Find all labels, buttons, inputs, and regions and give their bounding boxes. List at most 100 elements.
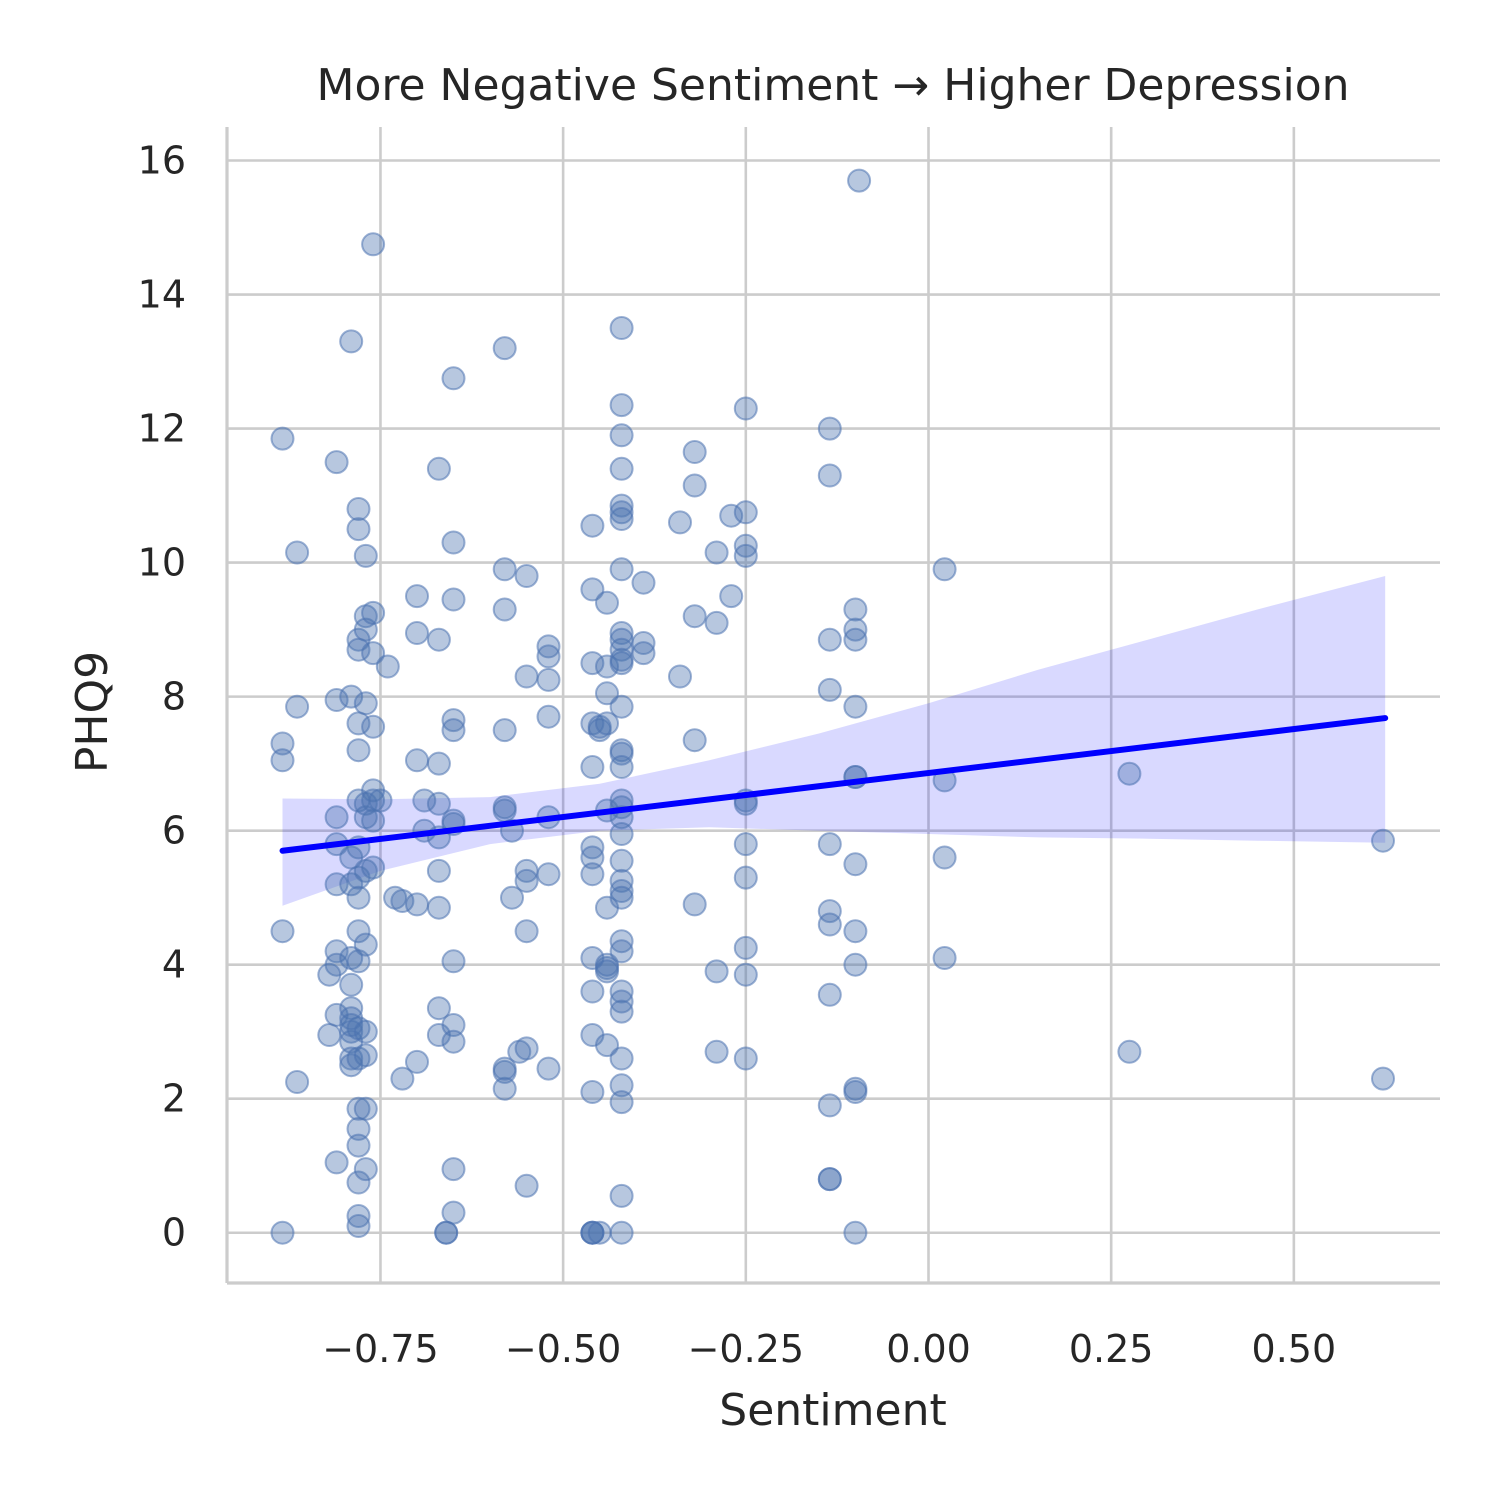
data-point xyxy=(339,972,364,997)
data-point xyxy=(668,664,692,689)
regression-line xyxy=(279,715,1389,854)
data-point xyxy=(580,845,605,870)
data-point xyxy=(682,892,707,917)
data-point xyxy=(492,597,517,622)
data-point xyxy=(361,714,386,739)
data-point xyxy=(317,1023,342,1047)
data-point xyxy=(441,1029,466,1054)
data-point xyxy=(390,1066,415,1091)
data-point xyxy=(441,949,466,974)
data-point xyxy=(609,848,634,873)
data-point xyxy=(426,627,451,652)
chart-title: More Negative Sentiment → Higher Depress… xyxy=(316,60,1349,111)
data-point xyxy=(353,1043,378,1068)
data-point xyxy=(847,168,872,193)
data-point xyxy=(631,641,656,666)
data-point xyxy=(609,885,634,910)
y-tick-label: 16 xyxy=(138,139,186,183)
y-tick-label: 0 xyxy=(162,1211,186,1255)
data-point xyxy=(353,543,378,568)
data-point xyxy=(441,1013,466,1037)
data-point xyxy=(719,503,744,528)
data-point xyxy=(595,1033,619,1058)
data-point xyxy=(353,1096,378,1121)
data-point xyxy=(426,996,451,1021)
data-point xyxy=(353,691,378,716)
data-point xyxy=(843,852,868,877)
grid-lines xyxy=(227,127,1440,1283)
data-point xyxy=(609,999,634,1024)
data-point xyxy=(270,919,295,944)
data-point xyxy=(492,557,517,582)
data-point xyxy=(609,755,634,779)
data-point xyxy=(405,1049,429,1074)
data-point xyxy=(843,919,868,944)
y-axis-label: PHQ9 xyxy=(67,651,118,773)
data-point xyxy=(733,865,758,890)
data-point xyxy=(514,919,539,944)
data-point xyxy=(733,1046,758,1071)
data-point xyxy=(441,718,466,743)
regression-line-layer xyxy=(279,715,1389,854)
data-point xyxy=(1117,1039,1142,1064)
data-point xyxy=(817,677,842,702)
x-tick-label: −0.75 xyxy=(322,1327,438,1371)
data-point xyxy=(580,513,605,538)
data-point xyxy=(609,507,634,531)
data-point xyxy=(733,396,758,421)
data-point xyxy=(441,366,466,391)
data-point xyxy=(324,805,349,830)
x-tick-label: 0.00 xyxy=(886,1327,971,1371)
y-tick-label: 8 xyxy=(162,675,186,719)
data-point xyxy=(361,600,386,625)
data-point xyxy=(361,855,386,880)
data-point xyxy=(609,879,634,903)
data-point xyxy=(704,610,729,635)
data-point xyxy=(609,316,634,340)
data-point xyxy=(817,463,842,488)
data-point xyxy=(270,731,295,756)
data-point xyxy=(843,627,868,652)
data-point xyxy=(492,336,517,361)
data-point xyxy=(1117,761,1142,786)
data-point xyxy=(682,440,707,464)
data-point xyxy=(346,1096,371,1121)
data-point xyxy=(270,748,295,773)
data-point xyxy=(580,862,605,887)
data-point xyxy=(580,577,605,602)
data-point xyxy=(346,919,371,944)
data-point xyxy=(285,540,310,565)
data-point xyxy=(843,694,868,719)
data-point xyxy=(609,1046,634,1071)
data-point xyxy=(1371,828,1395,853)
y-tick-label: 14 xyxy=(138,273,186,317)
data-point xyxy=(339,872,364,897)
data-point xyxy=(595,711,619,736)
data-point xyxy=(405,748,429,773)
data-point xyxy=(405,621,429,645)
data-point xyxy=(441,587,466,612)
data-point xyxy=(609,822,634,846)
data-point xyxy=(346,738,371,763)
data-point xyxy=(733,935,758,960)
data-point xyxy=(733,543,758,568)
x-tick-labels: −0.75 −0.50 −0.25 0.00 0.25 0.50 xyxy=(322,1327,1336,1371)
data-point xyxy=(817,912,842,937)
data-point xyxy=(595,681,619,706)
x-tick-label: −0.50 xyxy=(505,1327,621,1371)
data-point xyxy=(609,1220,634,1245)
data-point xyxy=(270,426,295,451)
data-point xyxy=(580,979,605,1004)
data-point xyxy=(492,1076,517,1101)
data-point xyxy=(719,584,744,609)
y-tick-label: 4 xyxy=(162,943,186,987)
data-point xyxy=(426,751,451,776)
data-point xyxy=(346,1170,371,1195)
data-point xyxy=(346,1133,371,1158)
data-point xyxy=(817,1167,842,1192)
data-point xyxy=(609,456,634,481)
data-point xyxy=(361,232,386,257)
data-point xyxy=(817,899,842,924)
data-point xyxy=(1371,1066,1395,1091)
data-point xyxy=(609,493,634,518)
